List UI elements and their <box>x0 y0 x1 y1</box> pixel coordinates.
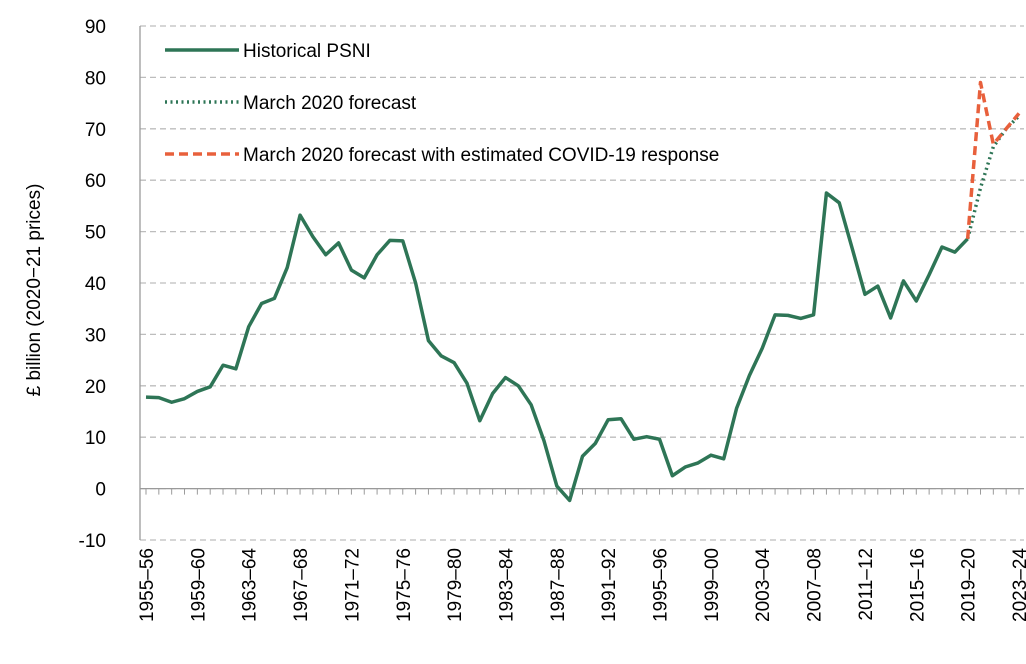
y-tick-label: 70 <box>85 120 106 141</box>
x-tick-label: 2015–16 <box>907 548 928 622</box>
y-tick-label: 80 <box>85 68 106 89</box>
y-tick-label: 30 <box>85 325 106 346</box>
x-tick-label: 1959–60 <box>188 548 209 622</box>
x-tick-label: 1963–64 <box>240 548 261 622</box>
y-tick-label: -10 <box>79 531 106 552</box>
x-tick-label: 2019–20 <box>959 548 980 622</box>
data-line <box>965 80 1021 239</box>
x-tick-label: 1983–84 <box>496 548 517 622</box>
y-tick-label: 10 <box>85 428 106 449</box>
data-line <box>145 191 969 503</box>
x-tick-label: 1991–92 <box>599 548 620 622</box>
y-axis-label: £ billion (2020−21 prices) <box>24 184 45 397</box>
y-tick-label: 50 <box>85 223 106 244</box>
x-tick-label: 1999–00 <box>702 548 723 622</box>
x-tick-label: 2023–24 <box>1010 548 1026 622</box>
data-line <box>965 114 1021 240</box>
x-tick-label: 2011–12 <box>856 548 877 621</box>
x-tick-label: 1967–68 <box>291 548 312 622</box>
x-tick-label: 1979–80 <box>445 548 466 622</box>
x-tick-label: 1975–76 <box>394 548 415 622</box>
x-tick-label: 1971–72 <box>342 548 363 622</box>
y-tick-label: 20 <box>85 377 106 398</box>
legend-label: March 2020 forecast with estimated COVID… <box>243 145 719 166</box>
x-tick-label: 2007–08 <box>805 548 826 622</box>
legend-label: Historical PSNI <box>243 41 371 62</box>
y-tick-label: 90 <box>85 17 106 38</box>
x-tick-label: 1987–88 <box>548 548 569 622</box>
x-tick-label: 2003–04 <box>753 548 774 622</box>
x-tick-label: 1955–56 <box>137 548 158 622</box>
y-tick-label: 40 <box>85 274 106 295</box>
y-tick-label: 60 <box>85 171 106 192</box>
y-tick-label: 0 <box>95 480 106 501</box>
x-tick-label: 1995–96 <box>651 548 672 622</box>
legend-label: March 2020 forecast <box>243 93 417 114</box>
